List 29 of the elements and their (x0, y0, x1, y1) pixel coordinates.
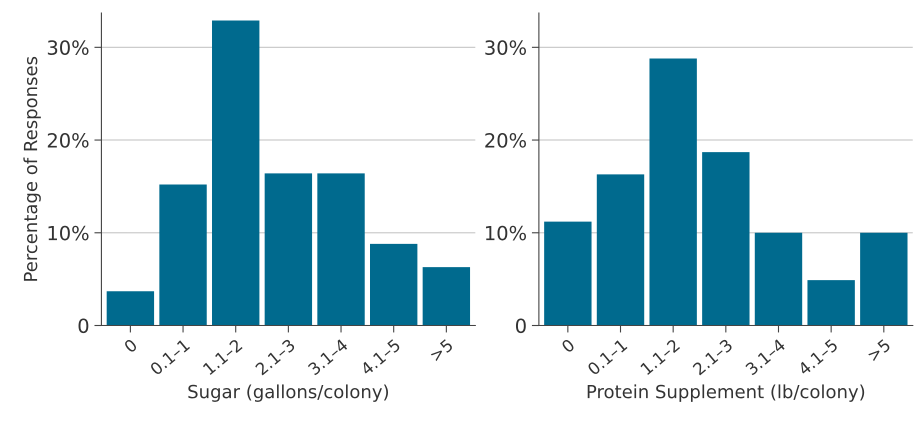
x-tick-label: >5 (866, 338, 891, 362)
bar (422, 267, 470, 326)
y-tick-label: 10% (486, 226, 526, 240)
bar (860, 232, 908, 326)
y-tick-label: 20% (48, 133, 89, 148)
bar (317, 173, 365, 326)
bar (596, 174, 644, 326)
bar (106, 291, 154, 326)
y-tick-label: 0 (516, 318, 526, 334)
bar (159, 184, 207, 326)
y-tick-label: 30% (48, 40, 89, 55)
bar (370, 244, 418, 326)
bar (702, 152, 750, 326)
x-axis-title: Sugar (gallons/colony) (188, 384, 388, 402)
x-tick-label: 0 (123, 338, 138, 354)
x-tick-label: >5 (429, 338, 454, 362)
y-tick-label: 10% (48, 226, 89, 240)
bar (754, 232, 802, 326)
y-axis-title: Percentage of Responses (23, 56, 41, 281)
y-tick-label: 30% (485, 40, 526, 55)
bar (264, 173, 312, 326)
y-tick-label: 20% (485, 133, 526, 148)
bar (544, 222, 592, 326)
y-tick-label: 0 (78, 318, 88, 334)
x-axis-title: Protein Supplement (lb/colony) (588, 384, 864, 402)
bar (649, 58, 697, 326)
x-tick-label: 0 (560, 338, 576, 354)
bar (212, 20, 260, 326)
bar (807, 280, 855, 326)
